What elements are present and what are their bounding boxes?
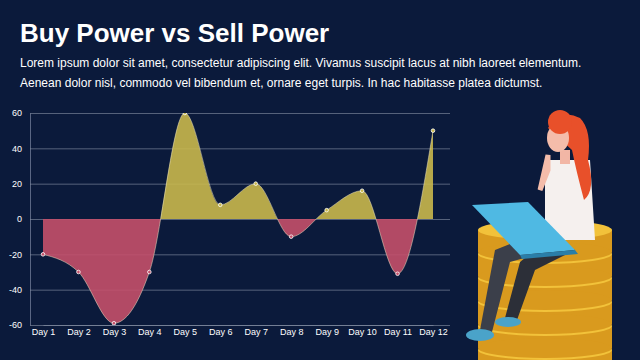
grid-line: [30, 184, 450, 185]
x-tick-label: Day 12: [419, 327, 448, 337]
plot-area: [41, 113, 435, 325]
point: [148, 270, 152, 274]
coin: [478, 314, 612, 334]
x-tick-label: Day 6: [209, 327, 233, 337]
x-tick: Day 5: [174, 325, 198, 337]
y-tick-label: -60: [9, 320, 22, 330]
point: [183, 113, 187, 115]
grid-line: [30, 325, 450, 326]
point: [218, 203, 222, 207]
x-tick: Day 10: [348, 325, 377, 337]
x-tick: Day 11: [384, 325, 412, 337]
point: [41, 253, 45, 257]
shoe: [495, 317, 521, 327]
sell-area: [43, 219, 433, 323]
x-tick-label: Day 11: [384, 327, 412, 337]
hair-top: [548, 110, 572, 134]
positive-group: [43, 113, 433, 219]
negative-group: [43, 219, 433, 323]
area-line: [43, 113, 433, 323]
illustration: [466, 110, 612, 360]
y-tick-label: 0: [17, 214, 22, 224]
laptop-base: [520, 250, 578, 259]
subtitle: Lorem ipsum dolor sit amet, consectetur …: [20, 56, 581, 70]
x-tick: Day 1: [32, 325, 56, 337]
x-tick: Day 6: [209, 325, 233, 337]
x-tick: Day 12: [419, 325, 448, 337]
background: [0, 0, 640, 360]
x-tick: Day 7: [244, 325, 268, 337]
x-tick: Day 4: [138, 325, 162, 337]
neck: [560, 150, 570, 164]
x-tick: Day 2: [67, 325, 91, 337]
x-tick-label: Day 5: [174, 327, 198, 337]
grid-line: [30, 113, 450, 114]
y-tick: 60: [12, 108, 450, 118]
shoe: [466, 329, 494, 341]
y-axis: -60 -40 -20 0 20 40 60: [9, 108, 450, 330]
point: [289, 235, 293, 239]
y-tick-label: -20: [9, 250, 22, 260]
y-tick-label: 60: [12, 108, 22, 118]
x-tick-label: Day 7: [244, 327, 268, 337]
x-tick-label: Day 4: [138, 327, 162, 337]
grid-line: [30, 148, 450, 149]
x-tick: Day 9: [315, 325, 339, 337]
y-tick: 20: [12, 179, 450, 189]
point: [77, 270, 81, 274]
x-tick-label: Day 10: [348, 327, 377, 337]
point: [325, 208, 329, 212]
y-tick-label: 40: [12, 144, 22, 154]
x-axis: Day 1 Day 2 Day 3 Day 4 Day 5 Day 6 Day 7 Day 8…: [32, 325, 448, 337]
y-tick-label: -40: [9, 285, 22, 295]
y-tick: 40: [12, 144, 450, 154]
x-tick-label: Day 2: [67, 327, 91, 337]
point: [431, 129, 435, 133]
coin: [478, 338, 612, 358]
point: [360, 189, 364, 193]
point: [112, 321, 116, 325]
point: [396, 272, 400, 276]
laptop: [472, 202, 575, 255]
y-tick: -40: [9, 285, 450, 295]
arm: [540, 155, 548, 190]
point: [254, 182, 258, 186]
y-tick-label: 20: [12, 179, 22, 189]
x-tick: Day 3: [103, 325, 127, 337]
buy-area: [43, 113, 433, 219]
x-tick-label: Day 1: [32, 327, 56, 337]
x-axis-line: [44, 325, 434, 326]
title: Buy Power vs Sell Power: [20, 18, 329, 48]
x-tick-label: Day 3: [103, 327, 127, 337]
x-tick-label: Day 8: [280, 327, 304, 337]
x-tick-label: Day 9: [315, 327, 339, 337]
subtitle: Aenean dolor nisl, commodo vel bibendum …: [20, 76, 542, 90]
chart: Buy Power vs Sell Power Lorem ipsum dolor…: [0, 0, 640, 360]
x-tick: Day 8: [280, 325, 304, 337]
